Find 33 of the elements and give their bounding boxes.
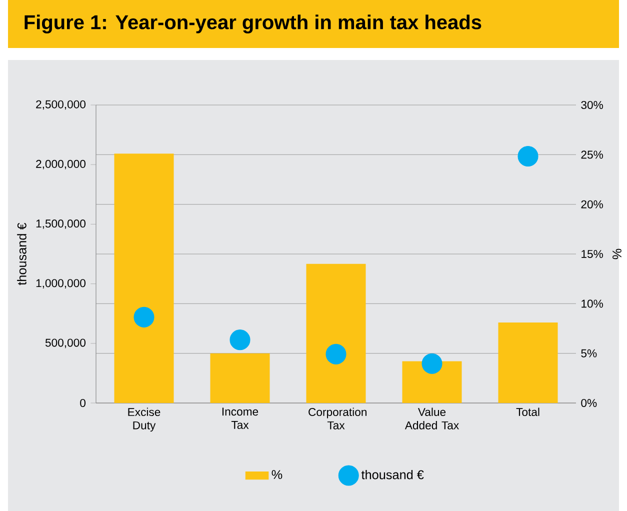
- y2-tick-label: 0%: [581, 398, 597, 408]
- y-tick-label: 2,500,000: [36, 100, 86, 110]
- y-axis-title: thousand €: [17, 222, 26, 286]
- bar: [402, 361, 462, 403]
- y2-tick-label: 5%: [581, 349, 597, 358]
- y2-tick-label: 20%: [581, 200, 603, 208]
- bar: [306, 264, 366, 403]
- x-tick-label: Value Added Tax: [404, 408, 459, 430]
- point: [230, 330, 250, 350]
- bar: [114, 154, 174, 403]
- point: [518, 146, 538, 167]
- legend-label: thousand €: [361, 470, 424, 480]
- y2-tick-label: 30%: [581, 100, 603, 110]
- y2-tick-label: 25%: [581, 150, 603, 159]
- y2-tick-label: 10%: [582, 300, 603, 308]
- point: [422, 353, 442, 374]
- x-tick-label: Income Tax: [222, 408, 258, 429]
- x-tick-label: Corporation Tax: [308, 408, 366, 430]
- y-tick-label: 1,000,000: [36, 279, 86, 288]
- y-tick-label: 2,000,000: [36, 160, 86, 170]
- point: [134, 306, 154, 328]
- y-tick-label: 0: [80, 399, 86, 408]
- y-tick-label: 500,000: [45, 338, 86, 348]
- legend-label: %: [272, 470, 282, 480]
- bar: [210, 353, 270, 403]
- y-tick-label: 1,500,000: [36, 220, 86, 229]
- x-tick-label: Excise Duty: [128, 408, 160, 432]
- bar: [498, 322, 558, 403]
- y2-tick-label: 15%: [582, 250, 603, 258]
- point: [326, 344, 346, 364]
- chart-title: Figure 1: Year-on-year growth in main tax heads: [24, 14, 482, 34]
- x-tick-label: Total: [516, 408, 540, 416]
- y2-axis-title: %: [612, 248, 622, 260]
